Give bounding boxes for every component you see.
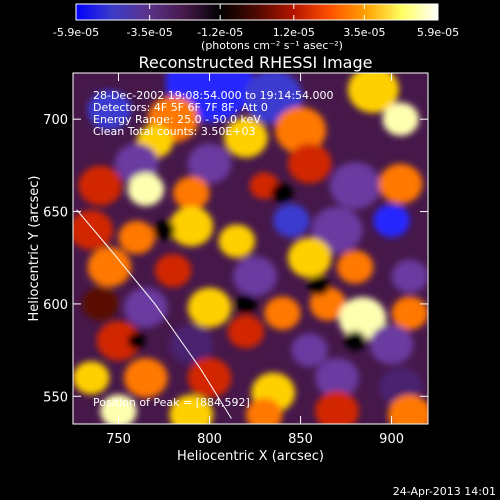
annotation-line: Energy Range: 25.0 - 50.0 keV (93, 113, 261, 126)
heatmap-blob (187, 143, 232, 184)
x-tick-label: 750 (106, 432, 131, 447)
heatmap-blob (78, 165, 123, 206)
x-axis-label: Heliocentric X (arcsec) (177, 449, 324, 464)
heatmap-blob (373, 204, 410, 238)
annotation-line: 28-Dec-2002 19:08:54.000 to 19:14:54.000 (93, 89, 334, 102)
solar-limb-curve (76, 209, 232, 419)
heatmap-blob (287, 237, 332, 278)
plot-frame (72, 72, 429, 425)
heatmap-blob (307, 275, 330, 296)
observation-annotations: 28-Dec-2002 19:08:54.000 to 19:14:54.000… (93, 89, 334, 138)
x-tick-label: 850 (288, 432, 313, 447)
heatmap-blob (311, 206, 363, 254)
colorbar-tick-label: 5.9e-05 (417, 26, 459, 39)
annotation-line: Clean Total counts: 3.50E+03 (93, 125, 256, 138)
colorbar-tick-label: 3.5e-05 (343, 26, 385, 39)
footer-timestamp: 24-Apr-2013 14:01 (393, 485, 496, 498)
heatmap-blob (187, 287, 232, 328)
heatmap-blob (249, 172, 279, 199)
colorbar-tick-label: -3.5e-05 (127, 26, 173, 39)
y-tick-label: 600 (43, 298, 68, 313)
heatmap-blob (315, 357, 359, 398)
heatmap-blob (96, 320, 141, 361)
heatmap-blob (87, 247, 132, 287)
colorbar-tick-label: 1.2e-05 (273, 26, 315, 39)
y-tick-label: 650 (43, 206, 68, 221)
heatmap-blob (123, 287, 168, 328)
heatmap-blob (275, 106, 327, 154)
heatmap-blob (82, 287, 119, 321)
peak-position-label: Position of Peak = [884,592] (93, 396, 250, 409)
heatmap-blob (391, 259, 428, 293)
heatmap-blob (336, 250, 374, 284)
chart-title: Reconstructed RHESSI Image (139, 53, 373, 72)
heatmap-blob (123, 357, 168, 398)
heatmap-blob (187, 357, 232, 398)
heatmap-blob (329, 162, 381, 209)
heatmap-blob (100, 394, 137, 424)
heatmap-blob (73, 210, 114, 250)
heatmap (73, 73, 428, 424)
heatmap-blob (169, 206, 214, 247)
heatmap-blob (315, 391, 359, 424)
colorbar-units: (photons cm⁻² s⁻¹ asec⁻²) (201, 39, 343, 52)
heatmap-blob (338, 297, 387, 341)
y-axis-label: Heliocentric Y (arcsec) (27, 176, 42, 322)
heatmap-blob (287, 143, 332, 184)
x-axis: 750 800 850 900 (106, 73, 404, 447)
colorbar-ticks: -5.9e-05 -3.5e-05 -1.2e-05 1.2e-05 3.5e-05 5.… (53, 4, 459, 39)
heatmap-blob (87, 89, 132, 130)
heatmap-blob (271, 183, 294, 204)
x-tick-label: 900 (379, 432, 404, 447)
heatmap-blob (233, 256, 277, 297)
heatmap-blob (273, 204, 310, 238)
heatmap-blob (309, 287, 347, 321)
heatmap-blob (127, 332, 146, 350)
heatmap-blob (118, 220, 155, 255)
heatmap-blob (378, 163, 423, 204)
heatmap-blob (218, 224, 256, 258)
heatmap-blob (235, 293, 257, 314)
y-tick-label: 700 (43, 113, 68, 128)
x-tick-label: 800 (197, 432, 222, 447)
heatmap-blob (387, 394, 428, 424)
heatmap-blob (291, 333, 328, 367)
heatmap-blob (224, 117, 268, 158)
heatmap-blob (382, 102, 419, 136)
heatmap-blob (154, 254, 192, 288)
heatmap-blob (173, 176, 210, 210)
heatmap-blob (73, 361, 110, 395)
colorbar-tick-label: -1.2e-05 (197, 26, 243, 39)
heatmap-blob (227, 315, 265, 349)
heatmap-blob (169, 324, 214, 365)
heatmap-blob (391, 296, 428, 330)
annotation-line: Detectors: 4F 5F 6F 7F 8F, Att 0 (93, 101, 268, 114)
heatmap-blob (245, 398, 283, 424)
heatmap-blob (264, 296, 301, 330)
heatmap-blob (369, 324, 414, 365)
heatmap-blob (347, 73, 399, 113)
colorbar (75, 3, 439, 21)
heatmap-blob (127, 172, 165, 207)
colorbar-tick-label: -5.9e-05 (53, 26, 99, 39)
heatmap-blob (344, 330, 367, 351)
heatmap-blob (153, 220, 175, 241)
y-tick-label: 550 (43, 390, 68, 405)
heatmap-blob (169, 394, 214, 424)
y-axis: 550 600 650 700 (43, 113, 428, 405)
